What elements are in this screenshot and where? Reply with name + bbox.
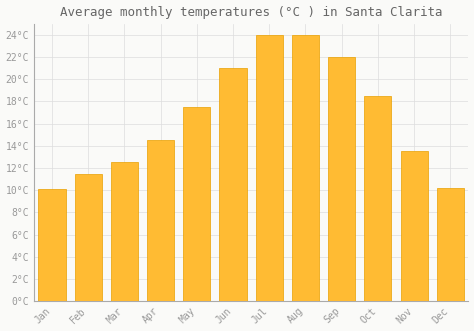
Bar <box>255 35 283 301</box>
Bar <box>219 68 246 301</box>
Bar <box>292 35 319 301</box>
Title: Average monthly temperatures (°C ) in Santa Clarita: Average monthly temperatures (°C ) in Sa… <box>60 6 442 19</box>
Bar <box>328 57 356 301</box>
Bar <box>401 151 428 301</box>
Bar <box>183 107 210 301</box>
Bar <box>111 163 138 301</box>
Bar <box>147 140 174 301</box>
Bar <box>437 188 464 301</box>
Bar <box>74 173 102 301</box>
Bar <box>38 189 65 301</box>
Bar <box>365 96 392 301</box>
